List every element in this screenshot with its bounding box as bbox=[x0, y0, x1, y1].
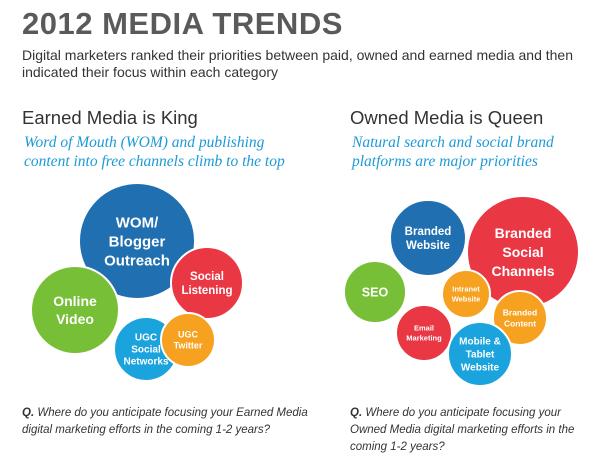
owned-media-description-line2: platforms are major priorities bbox=[352, 153, 538, 170]
bubble-label-branded-content-line2: Content bbox=[504, 318, 536, 328]
bubble-circle-branded-content bbox=[492, 290, 548, 346]
bubble-circle-ugc-twitter bbox=[160, 312, 216, 368]
bubble-label-email-marketing-line2: Marketing bbox=[406, 334, 442, 343]
bubble-wom-blogger-outreach: WOM/Blogger Outreach bbox=[78, 182, 196, 300]
earned-media-question: Q. Where do you anticipate focusing your… bbox=[22, 405, 332, 439]
earned-media-heading: Earned Media is King bbox=[22, 107, 198, 128]
bubble-diagram: WOM/Blogger Outreach Online Video Social List… bbox=[30, 182, 580, 387]
bubble-circle-branded-website bbox=[389, 199, 467, 277]
bubble-label-mobile-tablet-website-line3: Website bbox=[461, 363, 500, 374]
bubble-seo: SEO bbox=[343, 260, 407, 324]
bubble-circle-online-video bbox=[30, 265, 120, 355]
bubble-label-online-video-line1: Online bbox=[53, 293, 97, 309]
owned-question-line1: Where do you anticipate focusing your bbox=[365, 407, 561, 419]
owned-question-line3: coming 1-2 years? bbox=[350, 441, 445, 453]
bubble-label-email-marketing-line1: Email bbox=[414, 324, 434, 333]
bubble-label-ugc-twitter-line1: UGC bbox=[178, 330, 199, 340]
bubble-label-mobile-tablet-website-line2: Tablet bbox=[466, 350, 495, 361]
bubble-label-branded-social-channels-line3: Channels bbox=[491, 263, 554, 279]
page-title: 2012 MEDIA TRENDS bbox=[22, 6, 343, 41]
bubble-label-wom-blogger-outreach-line1: WOM/ bbox=[116, 214, 159, 231]
bubble-label-branded-website-line2: Website bbox=[406, 240, 450, 252]
bubble-mobile-tablet-website: Mobile & Tablet Website bbox=[447, 321, 513, 387]
earned-media-description-line2: content into free channels climb to the … bbox=[24, 153, 285, 170]
bubble-label-social-listening-line1: Social bbox=[190, 271, 224, 283]
bubble-label-ugc-social-networks-line1: UGC bbox=[135, 333, 157, 344]
bubble-circle-seo bbox=[343, 260, 407, 324]
bubble-label-wom-blogger-outreach-line2: Blogger bbox=[109, 233, 166, 250]
bubble-label-branded-content-line1: Branded bbox=[503, 307, 537, 317]
bubble-online-video: Online Video bbox=[30, 265, 120, 355]
bubble-label-branded-social-channels-line2: Social bbox=[502, 244, 543, 260]
earned-question-line1: Where do you anticipate focusing your Ea… bbox=[37, 407, 308, 419]
earned-media-description-line1: Word of Mouth (WOM) and publishing bbox=[24, 134, 265, 151]
bubble-circle-wom-blogger-outreach bbox=[78, 182, 196, 300]
bubble-label-ugc-social-networks-line3: Networks bbox=[123, 357, 168, 368]
bubble-label-social-listening-line2: Listening bbox=[181, 285, 232, 297]
owned-question-prefix: Q. bbox=[350, 407, 363, 419]
bubble-label-wom-blogger-outreach-line3: Outreach bbox=[104, 252, 170, 269]
bubble-label-ugc-social-networks-line2: Social bbox=[131, 345, 161, 356]
bubble-label-mobile-tablet-website-line1: Mobile & bbox=[459, 337, 501, 348]
owned-question-line2: Owned Media digital marketing efforts in… bbox=[350, 424, 575, 436]
bubble-label-branded-social-channels-line1: Branded bbox=[495, 225, 552, 241]
bubble-social-listening: Social Listening bbox=[170, 246, 244, 320]
bubble-label-seo-line1: SEO bbox=[362, 285, 389, 299]
bubble-label-online-video-line2: Video bbox=[56, 311, 94, 327]
bubble-label-intranet-website-line2: Website bbox=[452, 295, 481, 304]
bubble-circle-mobile-tablet-website bbox=[447, 321, 513, 387]
bubble-circle-email-marketing bbox=[395, 304, 453, 362]
bubble-circle-social-listening bbox=[170, 246, 244, 320]
owned-media-heading: Owned Media is Queen bbox=[350, 107, 544, 128]
page-subtitle: Digital marketers ranked their prioritie… bbox=[22, 47, 573, 80]
owned-media-question: Q. Where do you anticipate focusing your… bbox=[350, 405, 595, 456]
owned-media-description-line1: Natural search and social brand bbox=[352, 134, 554, 151]
bubble-label-branded-website-line1: Branded bbox=[405, 226, 452, 238]
bubble-branded-social-channels: Branded Social Channels bbox=[466, 195, 580, 309]
earned-question-prefix: Q. bbox=[22, 407, 35, 419]
bubble-branded-website: Branded Website bbox=[389, 199, 467, 277]
bubble-label-ugc-twitter-line2: Twitter bbox=[174, 341, 203, 351]
bubble-circle-intranet-website bbox=[441, 269, 491, 319]
earned-question-line2: digital marketing efforts in the coming … bbox=[22, 424, 271, 436]
bubble-label-intranet-website-line1: Intranet bbox=[452, 285, 480, 294]
